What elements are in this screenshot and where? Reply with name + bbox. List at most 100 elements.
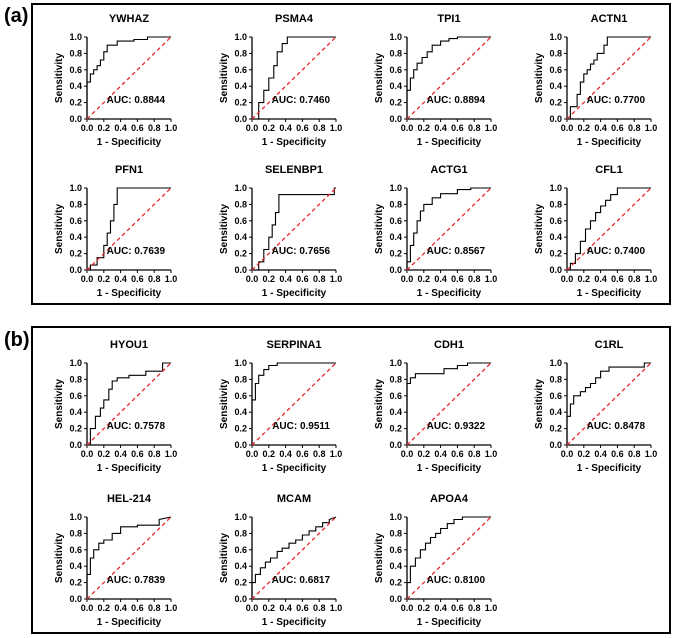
x-tick-label: 0.6 (451, 123, 464, 133)
x-tick-label: 1.0 (485, 123, 498, 133)
y-tick-label: 1.0 (549, 358, 562, 368)
x-axis-label: 1 - Specificity (417, 617, 482, 628)
y-axis-label: Sensitivity (219, 379, 230, 429)
x-tick-label: 0.6 (296, 274, 309, 284)
y-tick-label: 1.0 (549, 183, 562, 193)
x-tick-label: 0.6 (296, 123, 309, 133)
y-tick-label: 0.4 (69, 407, 82, 417)
x-axis-label: 1 - Specificity (417, 288, 482, 299)
chart-title: C1RL (595, 339, 624, 351)
y-tick-label: 0.6 (549, 65, 562, 75)
x-tick-label: 0.2 (578, 123, 591, 133)
y-tick-label: 0.8 (69, 199, 82, 209)
y-tick-label: 0.6 (389, 65, 402, 75)
chart-title: APOA4 (430, 493, 469, 505)
x-tick-label: 0.0 (246, 274, 259, 284)
y-tick-label: 0.8 (549, 374, 562, 384)
roc-curve (566, 362, 651, 445)
x-tick-label: 0.4 (594, 449, 607, 459)
y-tick-label: 0.6 (389, 545, 402, 555)
roc-curve (252, 187, 336, 271)
x-axis-label: 1 - Specificity (262, 137, 327, 148)
x-tick-label: 0.6 (131, 123, 144, 133)
y-tick-label: 0.6 (69, 545, 82, 555)
y-tick-label: 0.4 (69, 232, 82, 242)
y-tick-label: 0.8 (69, 528, 82, 538)
y-tick-label: 0.6 (234, 216, 247, 226)
chart-title: MCAM (277, 493, 311, 505)
x-tick-label: 0.0 (81, 449, 94, 459)
x-tick-label: 0.0 (81, 274, 94, 284)
auc-label: AUC: 0.7656 (272, 246, 331, 257)
y-tick-label: 0.0 (234, 440, 247, 450)
y-tick-label: 0.4 (234, 81, 247, 91)
roc-curve (252, 36, 336, 120)
roc-curve (406, 187, 491, 270)
auc-label: AUC: 0.9511 (272, 421, 330, 432)
reference-line (566, 36, 652, 120)
chart-title: PFN1 (115, 164, 143, 176)
reference-line (251, 516, 337, 600)
y-tick-label: 0.0 (389, 594, 402, 604)
chart-title: CFL1 (595, 164, 623, 176)
y-tick-label: 0.6 (389, 391, 402, 401)
x-tick-label: 0.8 (148, 274, 161, 284)
y-tick-label: 0.8 (389, 374, 402, 384)
y-tick-label: 0.4 (389, 407, 402, 417)
x-tick-label: 0.8 (468, 123, 481, 133)
x-tick-label: 0.2 (418, 449, 431, 459)
y-tick-label: 0.4 (234, 232, 247, 242)
x-axis-label: 1 - Specificity (97, 463, 162, 474)
y-tick-label: 0.6 (234, 391, 247, 401)
reference-line (406, 187, 492, 271)
y-axis-label: Sensitivity (219, 204, 230, 254)
x-tick-label: 0.2 (418, 123, 431, 133)
reference-line (406, 516, 492, 600)
y-tick-label: 0.8 (389, 199, 402, 209)
auc-label: AUC: 0.8478 (587, 421, 646, 432)
y-tick-label: 0.2 (234, 424, 247, 434)
reference-line (406, 362, 492, 446)
auc-label: AUC: 0.7578 (107, 421, 166, 432)
y-axis-label: Sensitivity (374, 533, 385, 583)
y-tick-label: 0.6 (69, 216, 82, 226)
x-tick-label: 0.0 (81, 603, 94, 613)
x-tick-label: 0.0 (561, 449, 574, 459)
y-tick-label: 0.4 (389, 561, 402, 571)
auc-label: AUC: 0.8100 (427, 575, 486, 586)
x-tick-label: 1.0 (645, 123, 658, 133)
y-tick-label: 0.4 (549, 407, 562, 417)
auc-label: AUC: 0.7400 (587, 246, 646, 257)
x-axis-label: 1 - Specificity (577, 137, 642, 148)
x-tick-label: 0.0 (561, 274, 574, 284)
y-tick-label: 1.0 (69, 358, 82, 368)
y-tick-label: 0.8 (69, 48, 82, 58)
reference-line (566, 187, 652, 271)
y-tick-label: 0.2 (549, 424, 562, 434)
y-tick-label: 0.4 (389, 232, 402, 242)
x-tick-label: 0.2 (263, 603, 276, 613)
x-tick-label: 0.2 (263, 449, 276, 459)
chart-title: TPI1 (437, 13, 460, 25)
y-tick-label: 0.2 (389, 424, 402, 434)
x-tick-label: 0.4 (114, 603, 127, 613)
x-tick-label: 1.0 (645, 274, 658, 284)
reference-line (86, 516, 172, 600)
y-tick-label: 0.0 (69, 594, 82, 604)
x-tick-label: 0.4 (114, 449, 127, 459)
y-tick-label: 0.8 (389, 528, 402, 538)
x-tick-label: 0.6 (131, 449, 144, 459)
x-tick-label: 0.4 (594, 274, 607, 284)
x-tick-label: 0.0 (401, 274, 414, 284)
y-tick-label: 0.8 (234, 199, 247, 209)
y-axis-label: Sensitivity (219, 53, 230, 103)
y-tick-label: 0.2 (69, 98, 82, 108)
x-tick-label: 1.0 (165, 274, 178, 284)
